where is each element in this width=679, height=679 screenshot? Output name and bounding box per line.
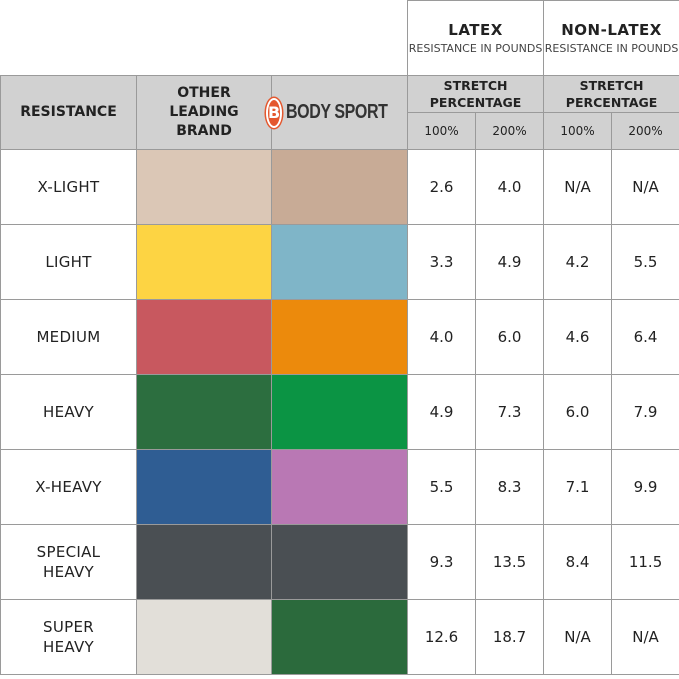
latex-stretch-header: STRETCH PERCENTAGE — [407, 75, 545, 113]
latex-100-value: 12.6 — [407, 599, 477, 675]
table-row: X-HEAVY 5.5 8.3 7.1 9.9 — [0, 449, 679, 525]
nonlatex-200-value: 7.9 — [611, 374, 679, 450]
latex-200-value: 18.7 — [475, 599, 545, 675]
other-brand-color-swatch — [136, 524, 272, 600]
nonlatex-200-value: 6.4 — [611, 299, 679, 375]
other-brand-color-swatch — [136, 449, 272, 525]
bodysport-logo: B BODY SPORT — [265, 97, 407, 128]
nonlatex-200-header: 200% — [611, 112, 679, 150]
bodysport-b-icon: B — [265, 97, 283, 128]
resistance-label: SPECIAL HEAVY — [0, 524, 137, 600]
table-row: MEDIUM 4.0 6.0 4.6 6.4 — [0, 299, 679, 375]
latex-100-value: 2.6 — [407, 149, 477, 225]
nonlatex-100-value: 7.1 — [543, 449, 613, 525]
latex-subtitle: RESISTANCE IN POUNDS — [408, 42, 543, 55]
nonlatex-200-value: 9.9 — [611, 449, 679, 525]
resistance-label: X-HEAVY — [0, 449, 137, 525]
nonlatex-stretch-header: STRETCH PERCENTAGE — [543, 75, 679, 113]
latex-header: LATEX RESISTANCE IN POUNDS — [407, 0, 545, 76]
bodysport-color-swatch — [270, 524, 409, 600]
table-row: SUPER HEAVY 12.6 18.7 N/A N/A — [0, 599, 679, 675]
other-brand-color-swatch — [136, 149, 272, 225]
other-brand-color-swatch — [136, 224, 272, 300]
empty-corner — [0, 0, 409, 76]
nonlatex-200-value: N/A — [611, 599, 679, 675]
latex-100-value: 5.5 — [407, 449, 477, 525]
latex-200-value: 4.9 — [475, 224, 545, 300]
nonlatex-100-value: 6.0 — [543, 374, 613, 450]
bodysport-color-swatch — [270, 374, 409, 450]
nonlatex-title: NON-LATEX — [561, 21, 662, 39]
latex-200-value: 4.0 — [475, 149, 545, 225]
resistance-label: MEDIUM — [0, 299, 137, 375]
latex-100-value: 4.9 — [407, 374, 477, 450]
table-row: SPECIAL HEAVY 9.3 13.5 8.4 11.5 — [0, 524, 679, 600]
nonlatex-200-value: N/A — [611, 149, 679, 225]
latex-200-value: 7.3 — [475, 374, 545, 450]
nonlatex-100-value: 4.6 — [543, 299, 613, 375]
nonlatex-100-value: N/A — [543, 599, 613, 675]
table-row: LIGHT 3.3 4.9 4.2 5.5 — [0, 224, 679, 300]
nonlatex-100-header: 100% — [543, 112, 613, 150]
resistance-label: X-LIGHT — [0, 149, 137, 225]
resistance-label: HEAVY — [0, 374, 137, 450]
bodysport-color-swatch — [270, 299, 409, 375]
resistance-header: RESISTANCE — [0, 75, 137, 150]
latex-100-value: 9.3 — [407, 524, 477, 600]
other-brand-color-swatch — [136, 299, 272, 375]
resistance-label: SUPER HEAVY — [0, 599, 137, 675]
bodysport-color-swatch — [270, 224, 409, 300]
latex-100-header: 100% — [407, 112, 477, 150]
bodysport-color-swatch — [270, 449, 409, 525]
latex-200-header: 200% — [475, 112, 545, 150]
nonlatex-100-value: 4.2 — [543, 224, 613, 300]
bodysport-header: B BODY SPORT — [265, 75, 409, 150]
resistance-label: LIGHT — [0, 224, 137, 300]
other-brand-header: OTHER LEADING BRAND — [136, 75, 272, 150]
nonlatex-200-value: 5.5 — [611, 224, 679, 300]
nonlatex-100-value: 8.4 — [543, 524, 613, 600]
latex-200-value: 6.0 — [475, 299, 545, 375]
nonlatex-200-value: 11.5 — [611, 524, 679, 600]
table-row: HEAVY 4.9 7.3 6.0 7.9 — [0, 374, 679, 450]
nonlatex-subtitle: RESISTANCE IN POUNDS — [544, 42, 679, 55]
bodysport-color-swatch — [270, 149, 409, 225]
latex-200-value: 8.3 — [475, 449, 545, 525]
latex-200-value: 13.5 — [475, 524, 545, 600]
latex-100-value: 4.0 — [407, 299, 477, 375]
latex-title: LATEX — [448, 21, 503, 39]
other-brand-color-swatch — [136, 374, 272, 450]
latex-100-value: 3.3 — [407, 224, 477, 300]
bodysport-color-swatch — [270, 599, 409, 675]
other-brand-color-swatch — [136, 599, 272, 675]
table-row: X-LIGHT 2.6 4.0 N/A N/A — [0, 149, 679, 225]
nonlatex-header: NON-LATEX RESISTANCE IN POUNDS — [543, 0, 679, 76]
nonlatex-100-value: N/A — [543, 149, 613, 225]
